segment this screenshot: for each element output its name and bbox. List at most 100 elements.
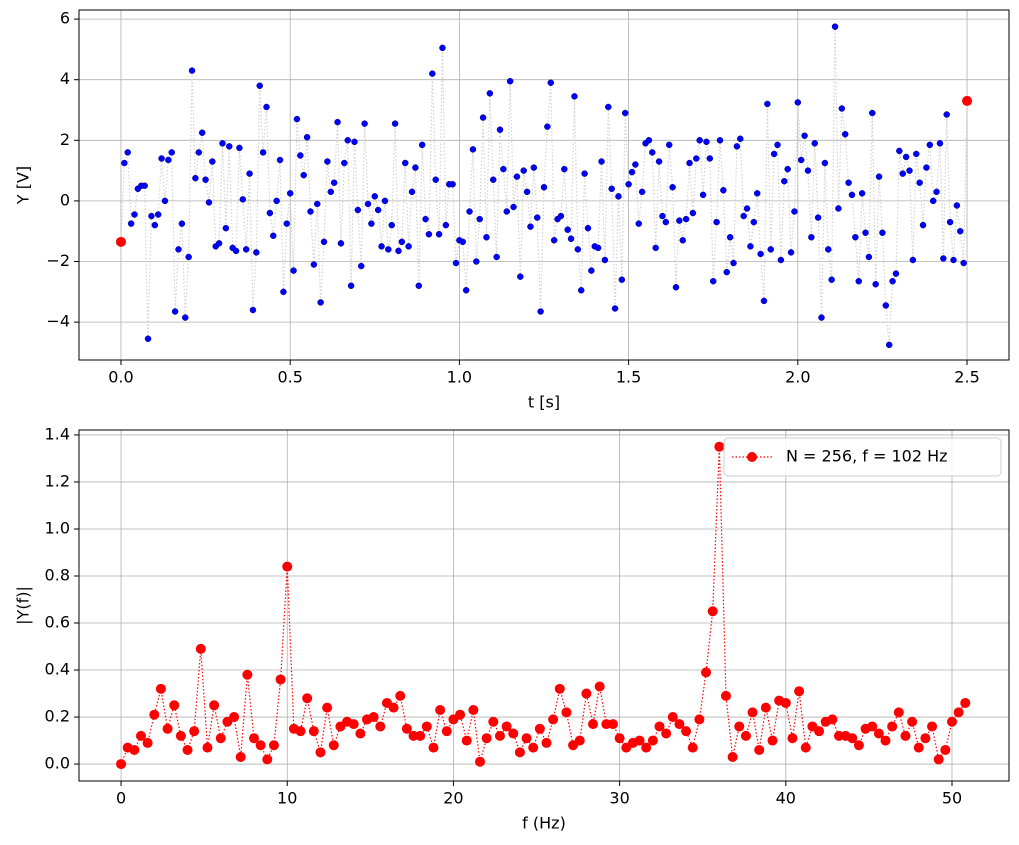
data-point <box>733 143 741 150</box>
x-tick-label: 40 <box>776 789 796 808</box>
data-point <box>517 273 524 280</box>
data-point <box>395 690 406 701</box>
data-point <box>554 683 565 694</box>
data-point <box>933 188 940 196</box>
data-point <box>481 733 492 744</box>
data-point <box>127 220 135 227</box>
data-point <box>862 229 869 236</box>
data-point <box>442 221 450 229</box>
data-point <box>255 740 266 751</box>
data-point <box>461 735 472 746</box>
y-tick-label: 1.0 <box>45 518 70 537</box>
data-point <box>634 735 645 746</box>
x-tick-label: 2.0 <box>785 368 810 387</box>
y-tick-label: −2 <box>46 251 70 270</box>
data-point <box>703 138 710 146</box>
data-point <box>229 712 240 723</box>
data-point <box>641 742 652 753</box>
data-point <box>297 152 304 159</box>
data-point <box>909 256 917 264</box>
data-point <box>348 719 359 730</box>
data-point <box>828 276 835 283</box>
data-point <box>334 118 341 126</box>
data-point <box>853 740 864 751</box>
data-point <box>581 688 592 699</box>
data-point <box>601 256 609 264</box>
data-point <box>723 268 731 276</box>
data-point <box>615 193 622 200</box>
data-point <box>368 712 379 723</box>
data-point <box>577 287 585 294</box>
data-point <box>364 200 372 208</box>
data-point <box>165 156 172 164</box>
data-point <box>614 733 625 744</box>
y-axis-label: Y [V] <box>14 166 33 205</box>
data-point <box>953 707 964 718</box>
data-point <box>469 146 477 153</box>
data-point <box>169 700 180 711</box>
y-tick-label: 0 <box>60 190 70 209</box>
y-tick-label: 1.2 <box>45 471 70 490</box>
data-point <box>486 90 494 97</box>
data-point <box>283 220 291 227</box>
data-point <box>422 215 429 223</box>
data-point <box>584 224 592 232</box>
data-point <box>192 174 199 182</box>
data-point <box>694 714 705 725</box>
data-point <box>814 214 822 221</box>
data-point <box>855 277 862 285</box>
data-point <box>943 111 950 118</box>
data-point <box>116 759 127 770</box>
y-tick-label: 4 <box>60 69 70 88</box>
data-point <box>503 208 511 215</box>
data-point <box>344 137 351 144</box>
data-point <box>307 208 314 215</box>
data-point <box>202 742 213 753</box>
data-point <box>195 149 203 156</box>
data-point <box>777 256 785 264</box>
data-point <box>608 185 615 193</box>
y-tick-label: 0.4 <box>45 660 70 679</box>
data-point <box>750 218 758 226</box>
data-point <box>760 297 768 305</box>
data-point <box>940 744 951 755</box>
data-point <box>808 234 815 241</box>
data-point <box>459 238 467 246</box>
data-point <box>647 735 658 746</box>
data-point <box>371 193 379 200</box>
data-point <box>625 180 632 188</box>
y-tick-label: 2 <box>60 130 70 149</box>
data-point <box>523 188 531 196</box>
data-point <box>561 165 568 173</box>
data-point <box>659 212 666 220</box>
data-point <box>246 170 253 177</box>
data-point <box>740 730 751 741</box>
data-point <box>896 147 903 155</box>
data-point <box>611 305 619 312</box>
data-point <box>557 212 565 220</box>
data-point <box>198 129 206 136</box>
data-point <box>242 246 250 253</box>
data-point <box>621 109 629 117</box>
data-point <box>308 726 319 737</box>
data-point <box>341 159 348 167</box>
data-point <box>632 161 639 168</box>
data-point <box>391 120 399 127</box>
data-point <box>401 159 409 167</box>
data-point <box>378 243 385 250</box>
data-point <box>794 99 802 106</box>
data-point <box>687 742 698 753</box>
data-point <box>540 184 548 191</box>
data-point <box>882 302 890 309</box>
data-point <box>405 243 412 250</box>
data-point <box>682 215 690 223</box>
data-point <box>449 180 456 188</box>
data-point <box>676 217 683 224</box>
data-point <box>374 206 382 214</box>
data-point <box>142 737 153 748</box>
data-point <box>791 208 798 215</box>
data-point <box>714 441 725 452</box>
data-point <box>154 211 162 218</box>
data-point <box>689 209 697 217</box>
data-point <box>347 282 355 290</box>
